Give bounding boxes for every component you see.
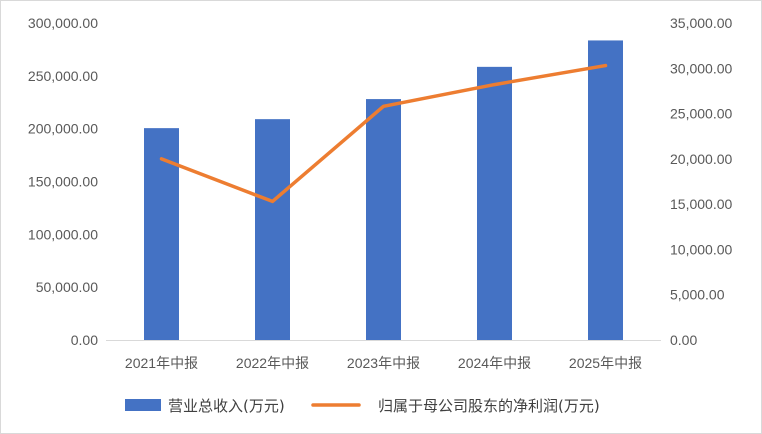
right-axis-tick-label: 30,000.00 <box>670 60 732 76</box>
x-axis-tick-label: 2024年中报 <box>458 355 531 371</box>
legend-bar-label: 营业总收入(万元) <box>168 397 285 415</box>
right-axis-tick-label: 20,000.00 <box>670 151 732 167</box>
left-axis-tick-label: 50,000.00 <box>36 279 98 295</box>
left-axis-tick-label: 0.00 <box>71 332 98 348</box>
legend-bar-swatch <box>125 399 161 411</box>
left-axis: 0.00 50,000.00 100,000.00 150,000.00 200,000… <box>28 15 98 348</box>
revenue-bar <box>255 119 290 340</box>
net-profit-point <box>160 157 163 161</box>
net-profit-point <box>604 64 607 68</box>
right-axis-tick-label: 15,000.00 <box>670 196 732 212</box>
revenue-bar <box>477 66 512 340</box>
legend: 营业总收入(万元) 归属于母公司股东的净利润(万元) <box>125 397 600 415</box>
x-axis-tick-label: 2023年中报 <box>347 355 420 371</box>
legend-line-label: 归属于母公司股东的净利润(万元) <box>378 397 600 415</box>
line-series <box>159 63 608 204</box>
right-axis: 0.00 5,000.00 10,000.00 15,000.00 20,000.00 2… <box>670 15 732 348</box>
x-axis-tick-label: 2022年中报 <box>236 355 309 371</box>
left-axis-tick-label: 250,000.00 <box>28 68 98 84</box>
right-axis-tick-label: 25,000.00 <box>670 106 732 122</box>
right-axis-tick-label: 35,000.00 <box>670 15 732 31</box>
revenue-bar <box>366 99 401 340</box>
left-axis-tick-label: 300,000.00 <box>28 15 98 31</box>
bar-series <box>144 40 623 341</box>
right-axis-tick-label: 5,000.00 <box>670 287 725 303</box>
net-profit-point <box>493 83 496 87</box>
x-axis-tick-label: 2025年中报 <box>569 355 642 371</box>
left-axis-tick-label: 100,000.00 <box>28 226 98 242</box>
left-axis-tick-label: 200,000.00 <box>28 121 98 137</box>
right-axis-tick-label: 10,000.00 <box>670 241 732 257</box>
right-axis-tick-label: 0.00 <box>670 332 697 348</box>
x-axis-tick-label: 2021年中报 <box>125 355 198 371</box>
revenue-bar <box>588 40 623 341</box>
net-profit-point <box>382 104 385 108</box>
x-axis-labels: 2021年中报 2022年中报 2023年中报 2024年中报 2025年中报 <box>125 355 642 371</box>
net-profit-point <box>271 199 274 203</box>
left-axis-tick-label: 150,000.00 <box>28 174 98 190</box>
